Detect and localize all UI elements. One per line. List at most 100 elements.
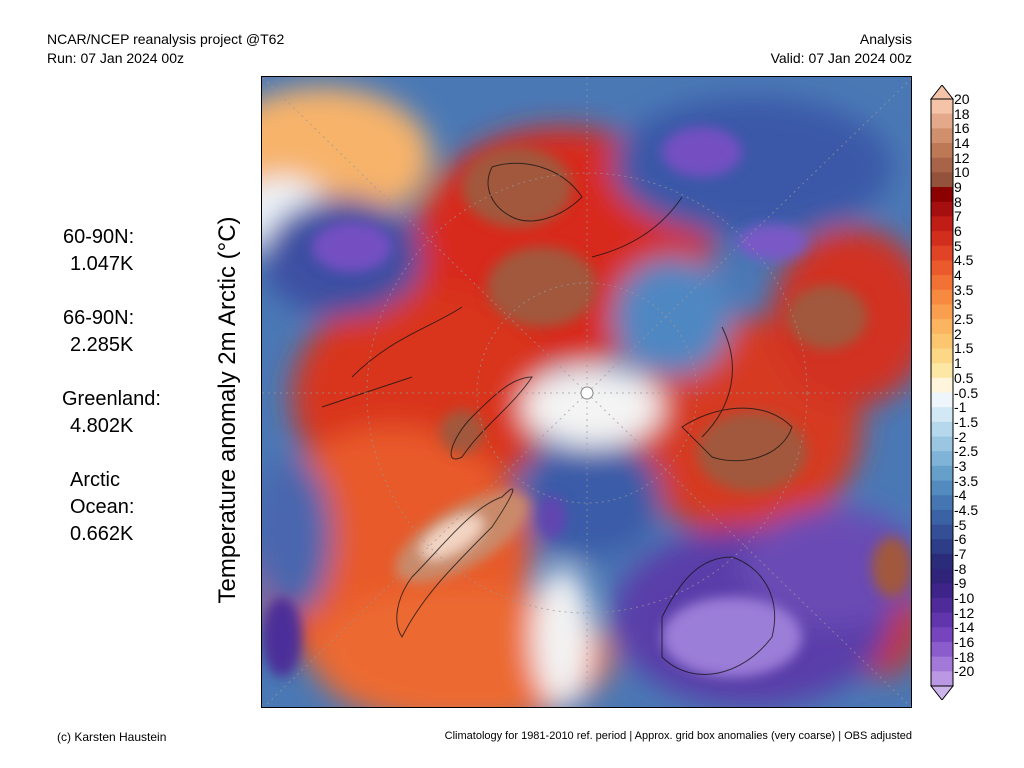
colorbar-tick-label: 4	[954, 267, 962, 284]
colorbar-tick-label: 2.5	[954, 311, 974, 328]
colorbar-swatch	[931, 597, 953, 614]
colorbar-swatch	[931, 113, 953, 129]
header-right: Analysis Valid: 07 Jan 2024 00z	[771, 30, 912, 68]
colorbar-swatch	[931, 568, 953, 584]
colorbar-swatch	[931, 495, 953, 511]
colorbar-swatch	[931, 480, 953, 496]
colorbar-swatch	[931, 553, 953, 570]
anomaly-peaks	[262, 127, 911, 677]
credit: (c) Karsten Haustein	[57, 730, 167, 744]
stat-60-90n: 60-90N: 1.047K	[63, 224, 134, 278]
colorbar-swatch	[931, 656, 953, 672]
stat-arctic-ocean: Arctic Ocean: 0.662K	[70, 467, 134, 548]
colorbar-swatch	[931, 187, 953, 203]
colorbar-tick-label: -4	[954, 487, 967, 504]
colorbar-swatches	[930, 98, 954, 687]
colorbar-swatch	[931, 465, 953, 482]
stat-region: 60-90N:	[63, 226, 135, 248]
colorbar-swatch	[931, 216, 953, 232]
colorbar-tick-label: 3.5	[954, 281, 974, 298]
colorbar-tick-label: 16	[954, 120, 970, 137]
colorbar-tick-label: -12	[954, 604, 975, 621]
colorbar-tick-label: 18	[954, 105, 970, 122]
north-pole-marker	[580, 386, 594, 400]
colorbar-tick-label: -1.5	[954, 413, 979, 430]
colorbar-swatch	[931, 333, 953, 349]
colorbar-tick-label: -16	[954, 633, 975, 650]
colorbar-tick-label: 1.5	[954, 340, 974, 357]
colorbar-tick-label: -2	[954, 428, 967, 445]
colorbar-swatch	[931, 509, 953, 526]
colorbar-tick-label: -2.5	[954, 443, 979, 460]
stat-value: 0.662K	[70, 523, 134, 545]
colorbar	[929, 84, 955, 701]
footnote: Climatology for 1981-2010 ref. period | …	[444, 730, 912, 742]
header-left: NCAR/NCEP reanalysis project @T62 Run: 0…	[47, 30, 284, 68]
colorbar-tick-label: -20	[954, 663, 975, 680]
anomaly-field	[262, 87, 911, 707]
colorbar-swatch	[931, 377, 953, 393]
stat-value: 4.802K	[70, 415, 134, 437]
colorbar-swatch	[931, 128, 953, 144]
colorbar-tick-label: -7	[954, 545, 967, 562]
colorbar-tick-label: 4.5	[954, 252, 974, 269]
colorbar-tick-label: -4.5	[954, 501, 979, 518]
colorbar-swatch	[931, 304, 953, 320]
colorbar-swatch	[931, 143, 953, 159]
colorbar-tick-label: -1	[954, 399, 967, 416]
colorbar-tick-label: 2	[954, 325, 962, 342]
map-title-vertical: Temperature anomaly 2m Arctic (°C)	[214, 216, 241, 604]
colorbar-swatch	[931, 451, 953, 467]
colorbar-tick-label: -3.5	[954, 472, 979, 489]
stat-greenland: Greenland: 4.802K	[62, 386, 161, 440]
colorbar-swatch	[931, 421, 953, 438]
analysis-type: Analysis	[859, 31, 912, 47]
colorbar-tick-label: 10	[954, 164, 970, 181]
colorbar-swatch	[931, 319, 953, 335]
colorbar-swatch	[931, 99, 953, 115]
colorbar-swatch	[931, 348, 953, 364]
stat-value: 2.285K	[70, 334, 134, 356]
colorbar-tick-label: -5	[954, 516, 967, 533]
stat-region: Arctic	[70, 469, 120, 491]
colorbar-tick-label: 8	[954, 193, 962, 210]
colorbar-swatch	[931, 407, 953, 423]
colorbar-swatch	[931, 363, 953, 379]
stat-region: 66-90N:	[63, 307, 135, 329]
colorbar-swatch	[931, 275, 953, 291]
colorbar-swatch	[931, 524, 953, 540]
colorbar-tick-label: -18	[954, 648, 975, 665]
colorbar-tick-label: 7	[954, 208, 962, 225]
colorbar-top-arrow	[929, 84, 955, 100]
colorbar-tick-label: 1	[954, 355, 962, 372]
project-title: NCAR/NCEP reanalysis project @T62	[47, 31, 285, 47]
colorbar-svg	[929, 84, 955, 701]
colorbar-tick-label: 12	[954, 149, 970, 166]
colorbar-tick-label: 9	[954, 179, 962, 196]
colorbar-tick-label: -3	[954, 457, 967, 474]
colorbar-tick-label: -9	[954, 575, 967, 592]
colorbar-swatch	[931, 157, 953, 173]
colorbar-swatch	[931, 583, 953, 599]
colorbar-swatch	[931, 671, 953, 687]
colorbar-swatch	[931, 231, 953, 247]
colorbar-swatch	[931, 436, 953, 452]
colorbar-swatch	[931, 612, 953, 628]
colorbar-swatch	[931, 245, 953, 261]
colorbar-swatch	[931, 392, 953, 408]
anomaly-map	[261, 76, 912, 708]
colorbar-bottom-arrow	[929, 685, 955, 701]
stat-region: Greenland:	[62, 388, 161, 410]
colorbar-tick-label: -0.5	[954, 384, 979, 401]
colorbar-tick-label: 6	[954, 223, 962, 240]
colorbar-swatch	[931, 260, 953, 276]
colorbar-swatch	[931, 641, 953, 658]
coastlines	[321, 162, 793, 675]
colorbar-tick-label: -6	[954, 531, 967, 548]
stat-66-90n: 66-90N: 2.285K	[63, 305, 134, 359]
colorbar-swatch	[931, 539, 953, 555]
anomaly-map-svg	[262, 77, 911, 707]
valid-time: Valid: 07 Jan 2024 00z	[770, 50, 912, 66]
stat-region-2: Ocean:	[70, 496, 135, 518]
colorbar-tick-label: 20	[954, 91, 970, 107]
